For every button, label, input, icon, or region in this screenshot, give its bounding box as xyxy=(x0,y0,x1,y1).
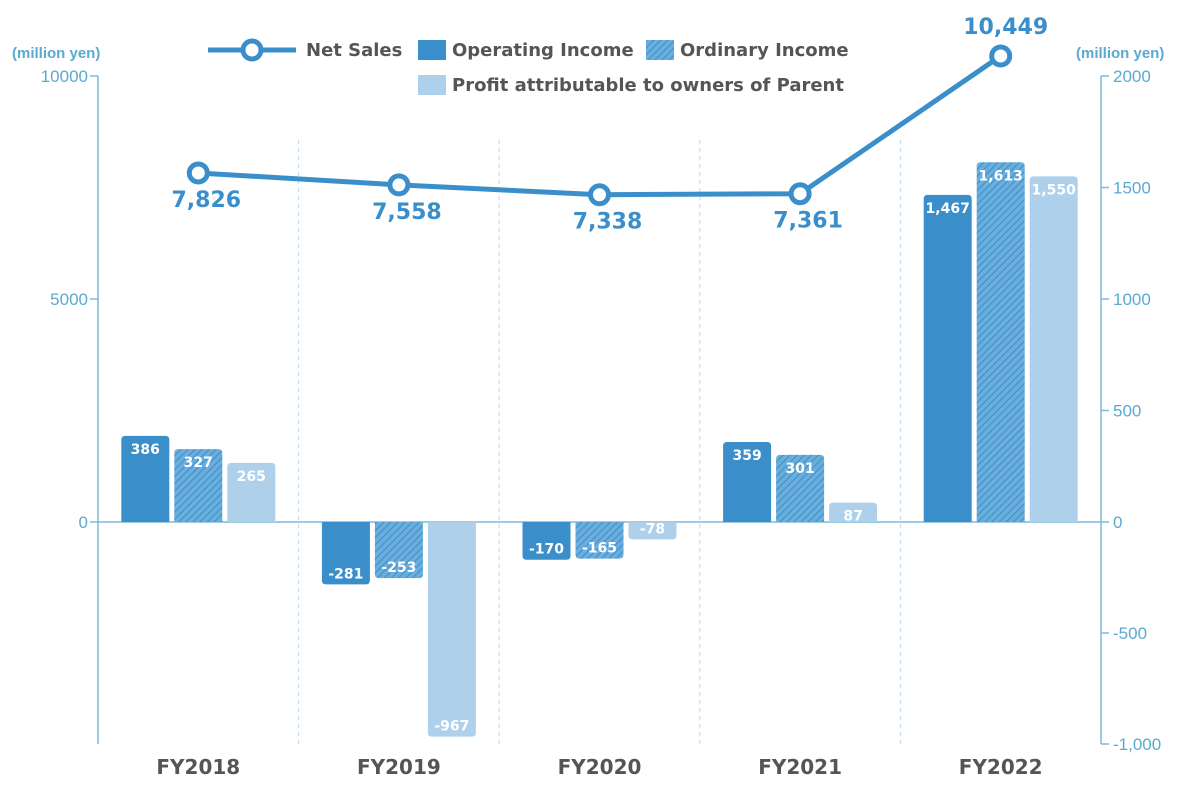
ordinary-income-label: 1,613 xyxy=(979,168,1023,184)
operating-income-bar xyxy=(121,435,170,522)
category-label: FY2022 xyxy=(959,755,1043,779)
category-label: FY2020 xyxy=(558,755,642,779)
profit-bar xyxy=(628,522,677,540)
net-sales-point xyxy=(989,44,1013,68)
ordinary-income-bar xyxy=(174,449,223,522)
net-sales-label: 7,558 xyxy=(372,200,442,225)
ordinary-income-bar xyxy=(976,162,1025,522)
bar-layer: 386 -281 -170 359 1,467 327 -253 -165 301 1,613 26… xyxy=(121,162,1078,737)
net-sales-label: 10,449 xyxy=(963,15,1048,40)
axis-layer: 0 5000 10000 (million yen) -1,000 -500 0 500 100… xyxy=(12,45,1164,779)
ordinary-income-bar xyxy=(575,522,624,559)
legend-ordinary-label: Ordinary Income xyxy=(680,40,849,61)
operating-income-bar xyxy=(923,194,972,522)
ordinary-income-label: 327 xyxy=(184,455,213,471)
profit-bar xyxy=(427,522,476,737)
left-axis-tick-label: 0 xyxy=(79,513,88,532)
right-axis-tick-label: 1000 xyxy=(1113,290,1151,309)
operating-income-bar xyxy=(321,522,370,585)
category-label: FY2021 xyxy=(758,755,842,779)
ordinary-income-label: 301 xyxy=(785,461,814,477)
ordinary-income-label: -165 xyxy=(582,541,617,557)
profit-bar xyxy=(829,502,878,522)
operating-income-label: 386 xyxy=(131,442,160,458)
category-label: FY2018 xyxy=(156,755,240,779)
left-axis-tick-label: 5000 xyxy=(50,290,88,309)
right-axis-tick-label: -1,000 xyxy=(1113,735,1161,754)
operating-income-label: 359 xyxy=(732,448,761,464)
net-sales-point xyxy=(387,173,411,197)
net-sales-point xyxy=(186,161,210,185)
line-layer: 7,826 7,558 7,338 7,361 10,449 xyxy=(172,15,1049,235)
profit-label: -78 xyxy=(640,521,665,537)
profit-label: 87 xyxy=(843,509,862,525)
operating-income-label: -170 xyxy=(529,542,564,558)
legend-ordinary-swatch xyxy=(646,40,674,60)
ordinary-income-bar xyxy=(776,454,825,522)
right-axis-tick-label: 1500 xyxy=(1113,179,1151,198)
right-axis-unit: (million yen) xyxy=(1076,45,1164,62)
profit-bar xyxy=(227,462,276,522)
right-axis-tick-label: 500 xyxy=(1113,402,1141,421)
operating-income-label: 1,467 xyxy=(926,201,970,217)
operating-income-label: -281 xyxy=(328,566,363,582)
legend-profit-swatch xyxy=(418,75,446,95)
right-axis-tick-label: 0 xyxy=(1113,513,1122,532)
net-sales-point xyxy=(588,183,611,207)
right-axis-tick-label: -500 xyxy=(1113,624,1147,643)
left-axis-tick-label: 10000 xyxy=(41,67,88,86)
net-sales-label: 7,338 xyxy=(573,210,643,235)
ordinary-income-bar xyxy=(374,522,423,579)
profit-label: -967 xyxy=(434,719,469,735)
net-sales-label: 7,826 xyxy=(172,188,242,213)
legend-net-sales-marker xyxy=(240,38,264,62)
operating-income-bar xyxy=(723,441,772,522)
net-sales-point xyxy=(788,182,812,206)
profit-bar xyxy=(1029,176,1078,522)
left-axis-unit: (million yen) xyxy=(12,45,100,62)
legend-operating-swatch xyxy=(418,40,446,60)
profit-label: 265 xyxy=(237,469,266,485)
profit-label: 1,550 xyxy=(1032,182,1077,198)
legend-net-sales-label: Net Sales xyxy=(306,40,402,61)
category-label: FY2019 xyxy=(357,755,441,779)
right-axis-tick-label: 2000 xyxy=(1113,67,1151,86)
net-sales-label: 7,361 xyxy=(773,209,843,234)
legend: Net Sales Operating Income Ordinary Income… xyxy=(208,38,849,96)
legend-profit-label: Profit attributable to owners of Parent xyxy=(452,75,844,96)
legend-operating-label: Operating Income xyxy=(452,40,634,61)
operating-income-bar xyxy=(522,522,571,560)
ordinary-income-label: -253 xyxy=(381,560,416,576)
